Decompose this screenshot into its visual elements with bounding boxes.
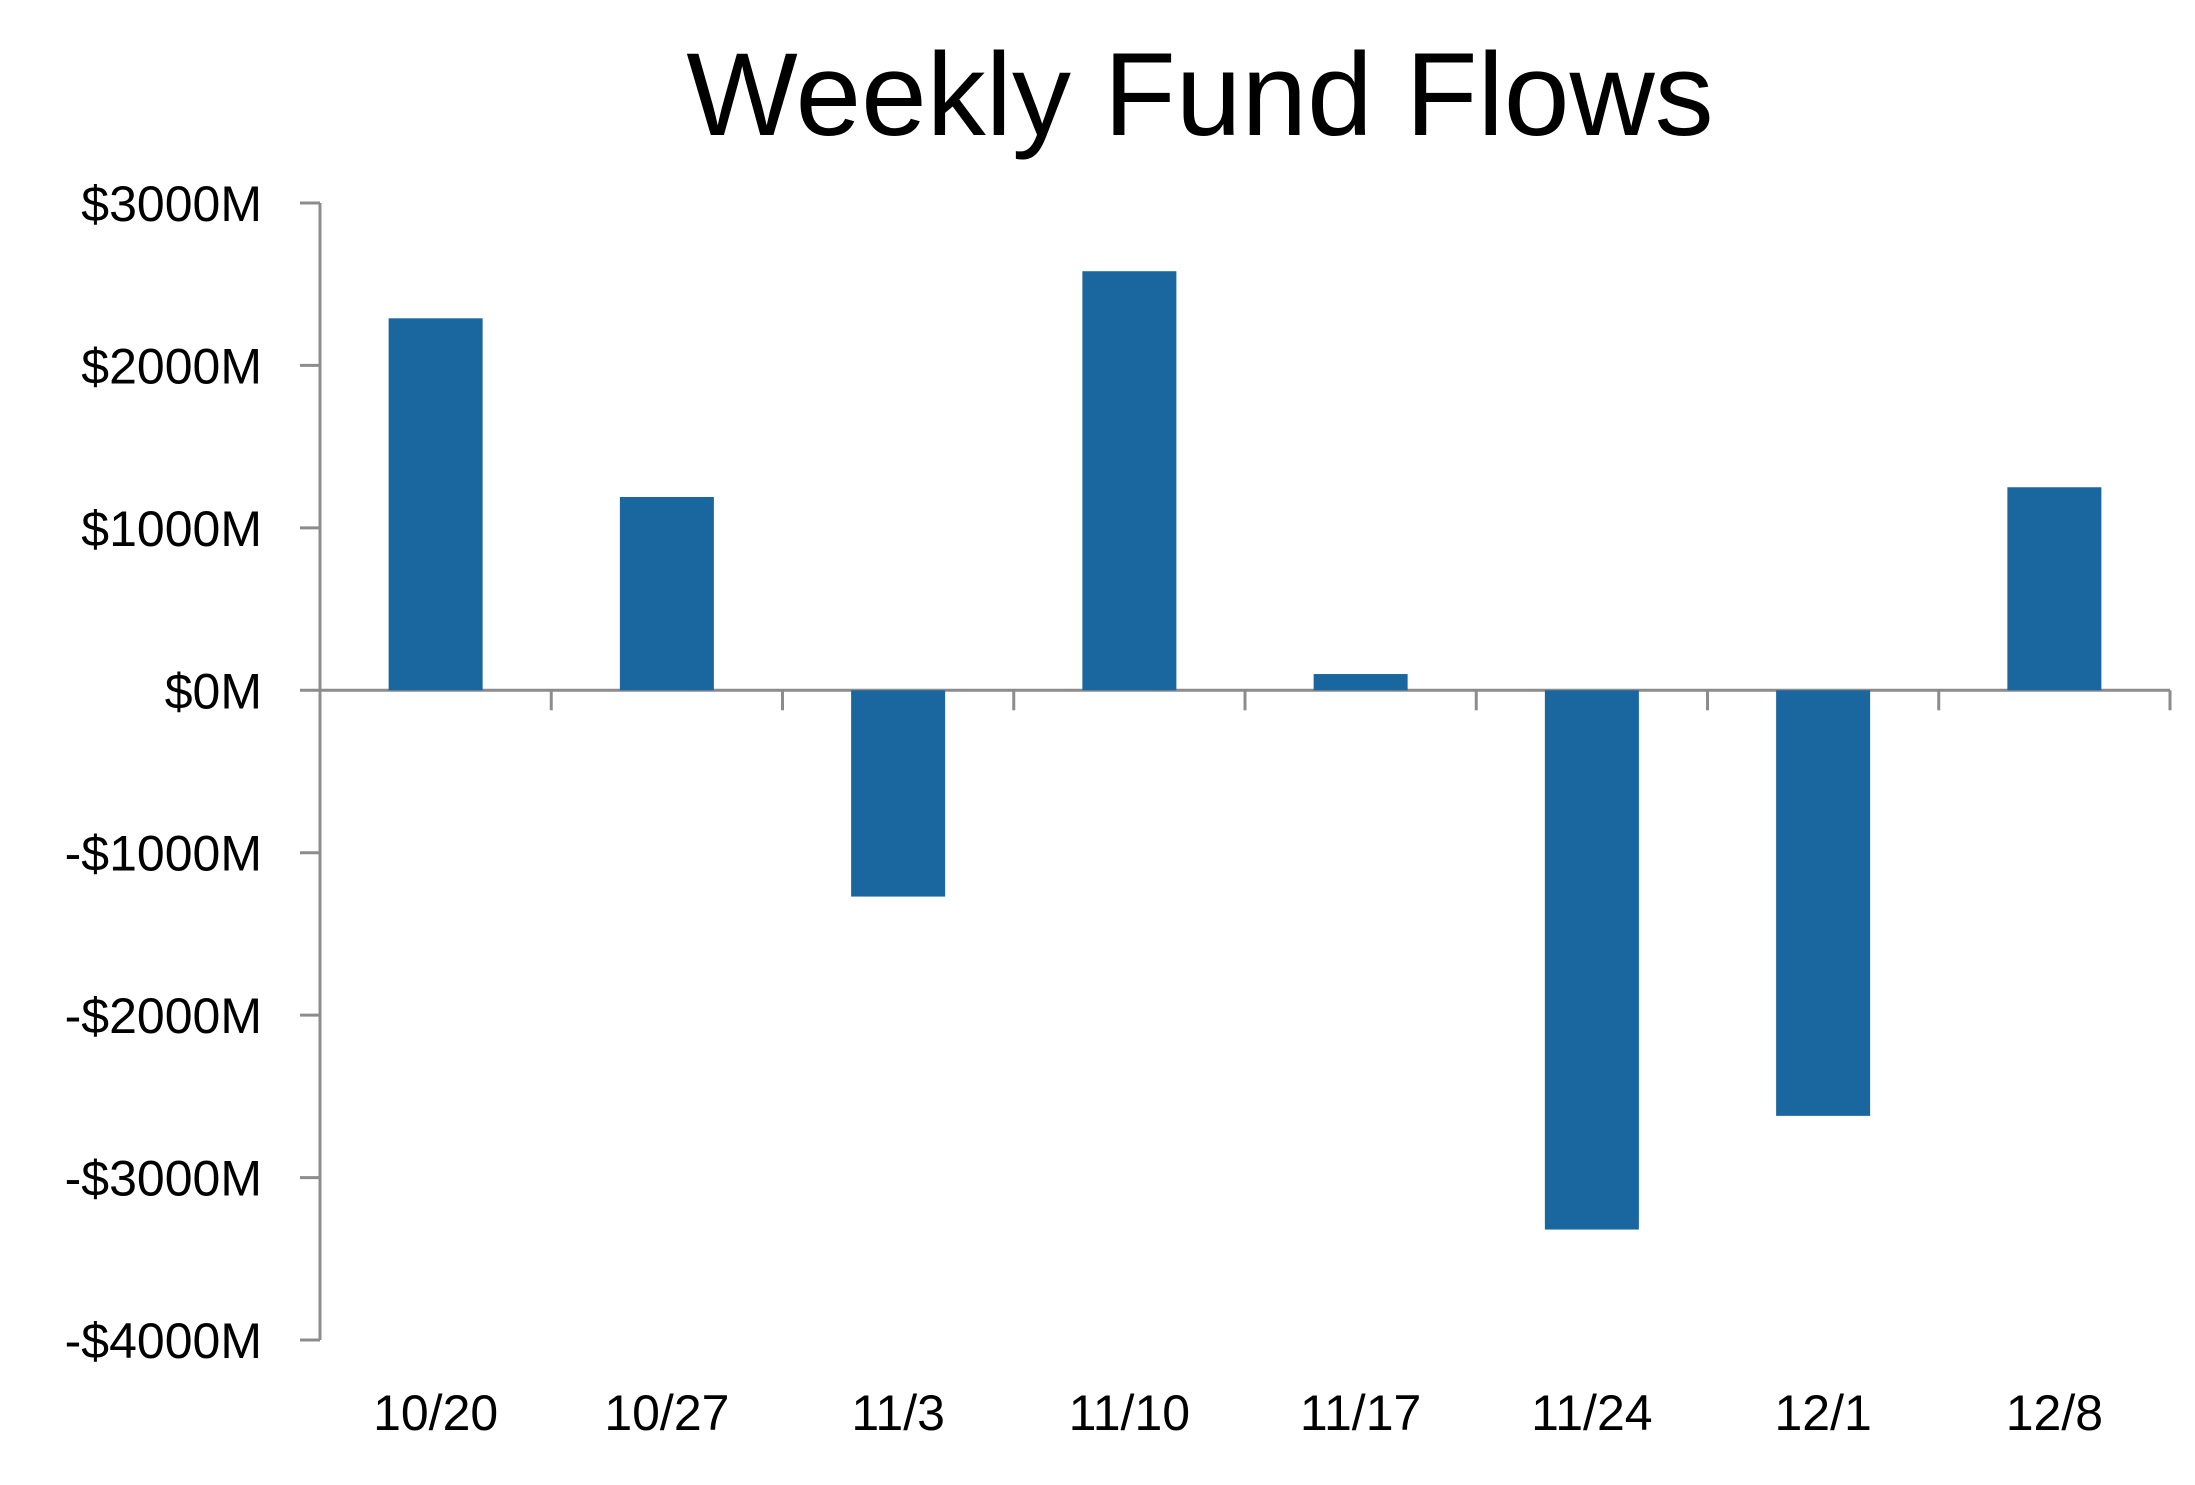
y-tick-label: -$4000M <box>65 1313 262 1369</box>
x-tick-label: 10/27 <box>604 1385 729 1441</box>
x-tick-label: 12/8 <box>2006 1385 2103 1441</box>
y-tick-label: $2000M <box>81 338 262 394</box>
x-tick-label: 11/17 <box>1300 1385 1421 1441</box>
bar-10-20 <box>388 318 483 691</box>
y-tick-label: -$3000M <box>65 1151 262 1207</box>
x-tick-label: 11/3 <box>851 1385 945 1441</box>
bar-11-10 <box>1082 271 1177 691</box>
bars <box>388 271 2102 1230</box>
bar-12-1 <box>1776 690 1871 1116</box>
bar-11-17 <box>1313 674 1408 691</box>
x-tick-label: 11/24 <box>1531 1385 1652 1441</box>
bar-10-27 <box>619 496 714 691</box>
bar-11-24 <box>1544 690 1639 1230</box>
y-tick-label: $1000M <box>81 501 262 557</box>
x-tick-label: 11/10 <box>1069 1385 1190 1441</box>
x-tick-label: 10/20 <box>373 1385 498 1441</box>
y-tick-label: $3000M <box>81 176 262 232</box>
y-axis: $3000M $2000M $1000M $0M -$1000M -$2000M -$300… <box>65 176 322 1369</box>
y-tick-label: -$2000M <box>65 988 262 1044</box>
bar-11-3 <box>851 690 946 897</box>
y-tick-label: -$1000M <box>65 826 262 882</box>
chart-title: Weekly Fund Flows <box>686 29 1713 161</box>
x-tick-label: 12/1 <box>1774 1385 1871 1441</box>
x-tick-labels: 10/20 10/27 11/3 11/10 11/17 11/24 12/1 12/8 <box>373 1385 2103 1441</box>
bar-12-8 <box>2007 487 2102 691</box>
y-tick-label: $0M <box>165 663 262 719</box>
